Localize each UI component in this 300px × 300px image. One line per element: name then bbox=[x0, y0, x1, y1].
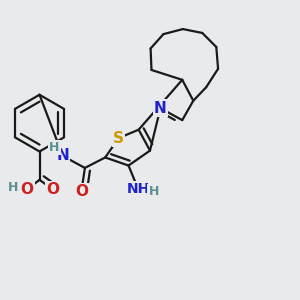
Text: O: O bbox=[20, 182, 34, 197]
Text: O: O bbox=[46, 182, 59, 197]
Text: S: S bbox=[113, 130, 124, 146]
Text: H: H bbox=[49, 141, 60, 154]
Text: O: O bbox=[75, 184, 88, 199]
Text: H: H bbox=[148, 185, 159, 198]
Text: N: N bbox=[154, 101, 167, 116]
Text: H: H bbox=[8, 181, 19, 194]
Text: N: N bbox=[56, 148, 69, 164]
Text: NH: NH bbox=[126, 182, 150, 196]
